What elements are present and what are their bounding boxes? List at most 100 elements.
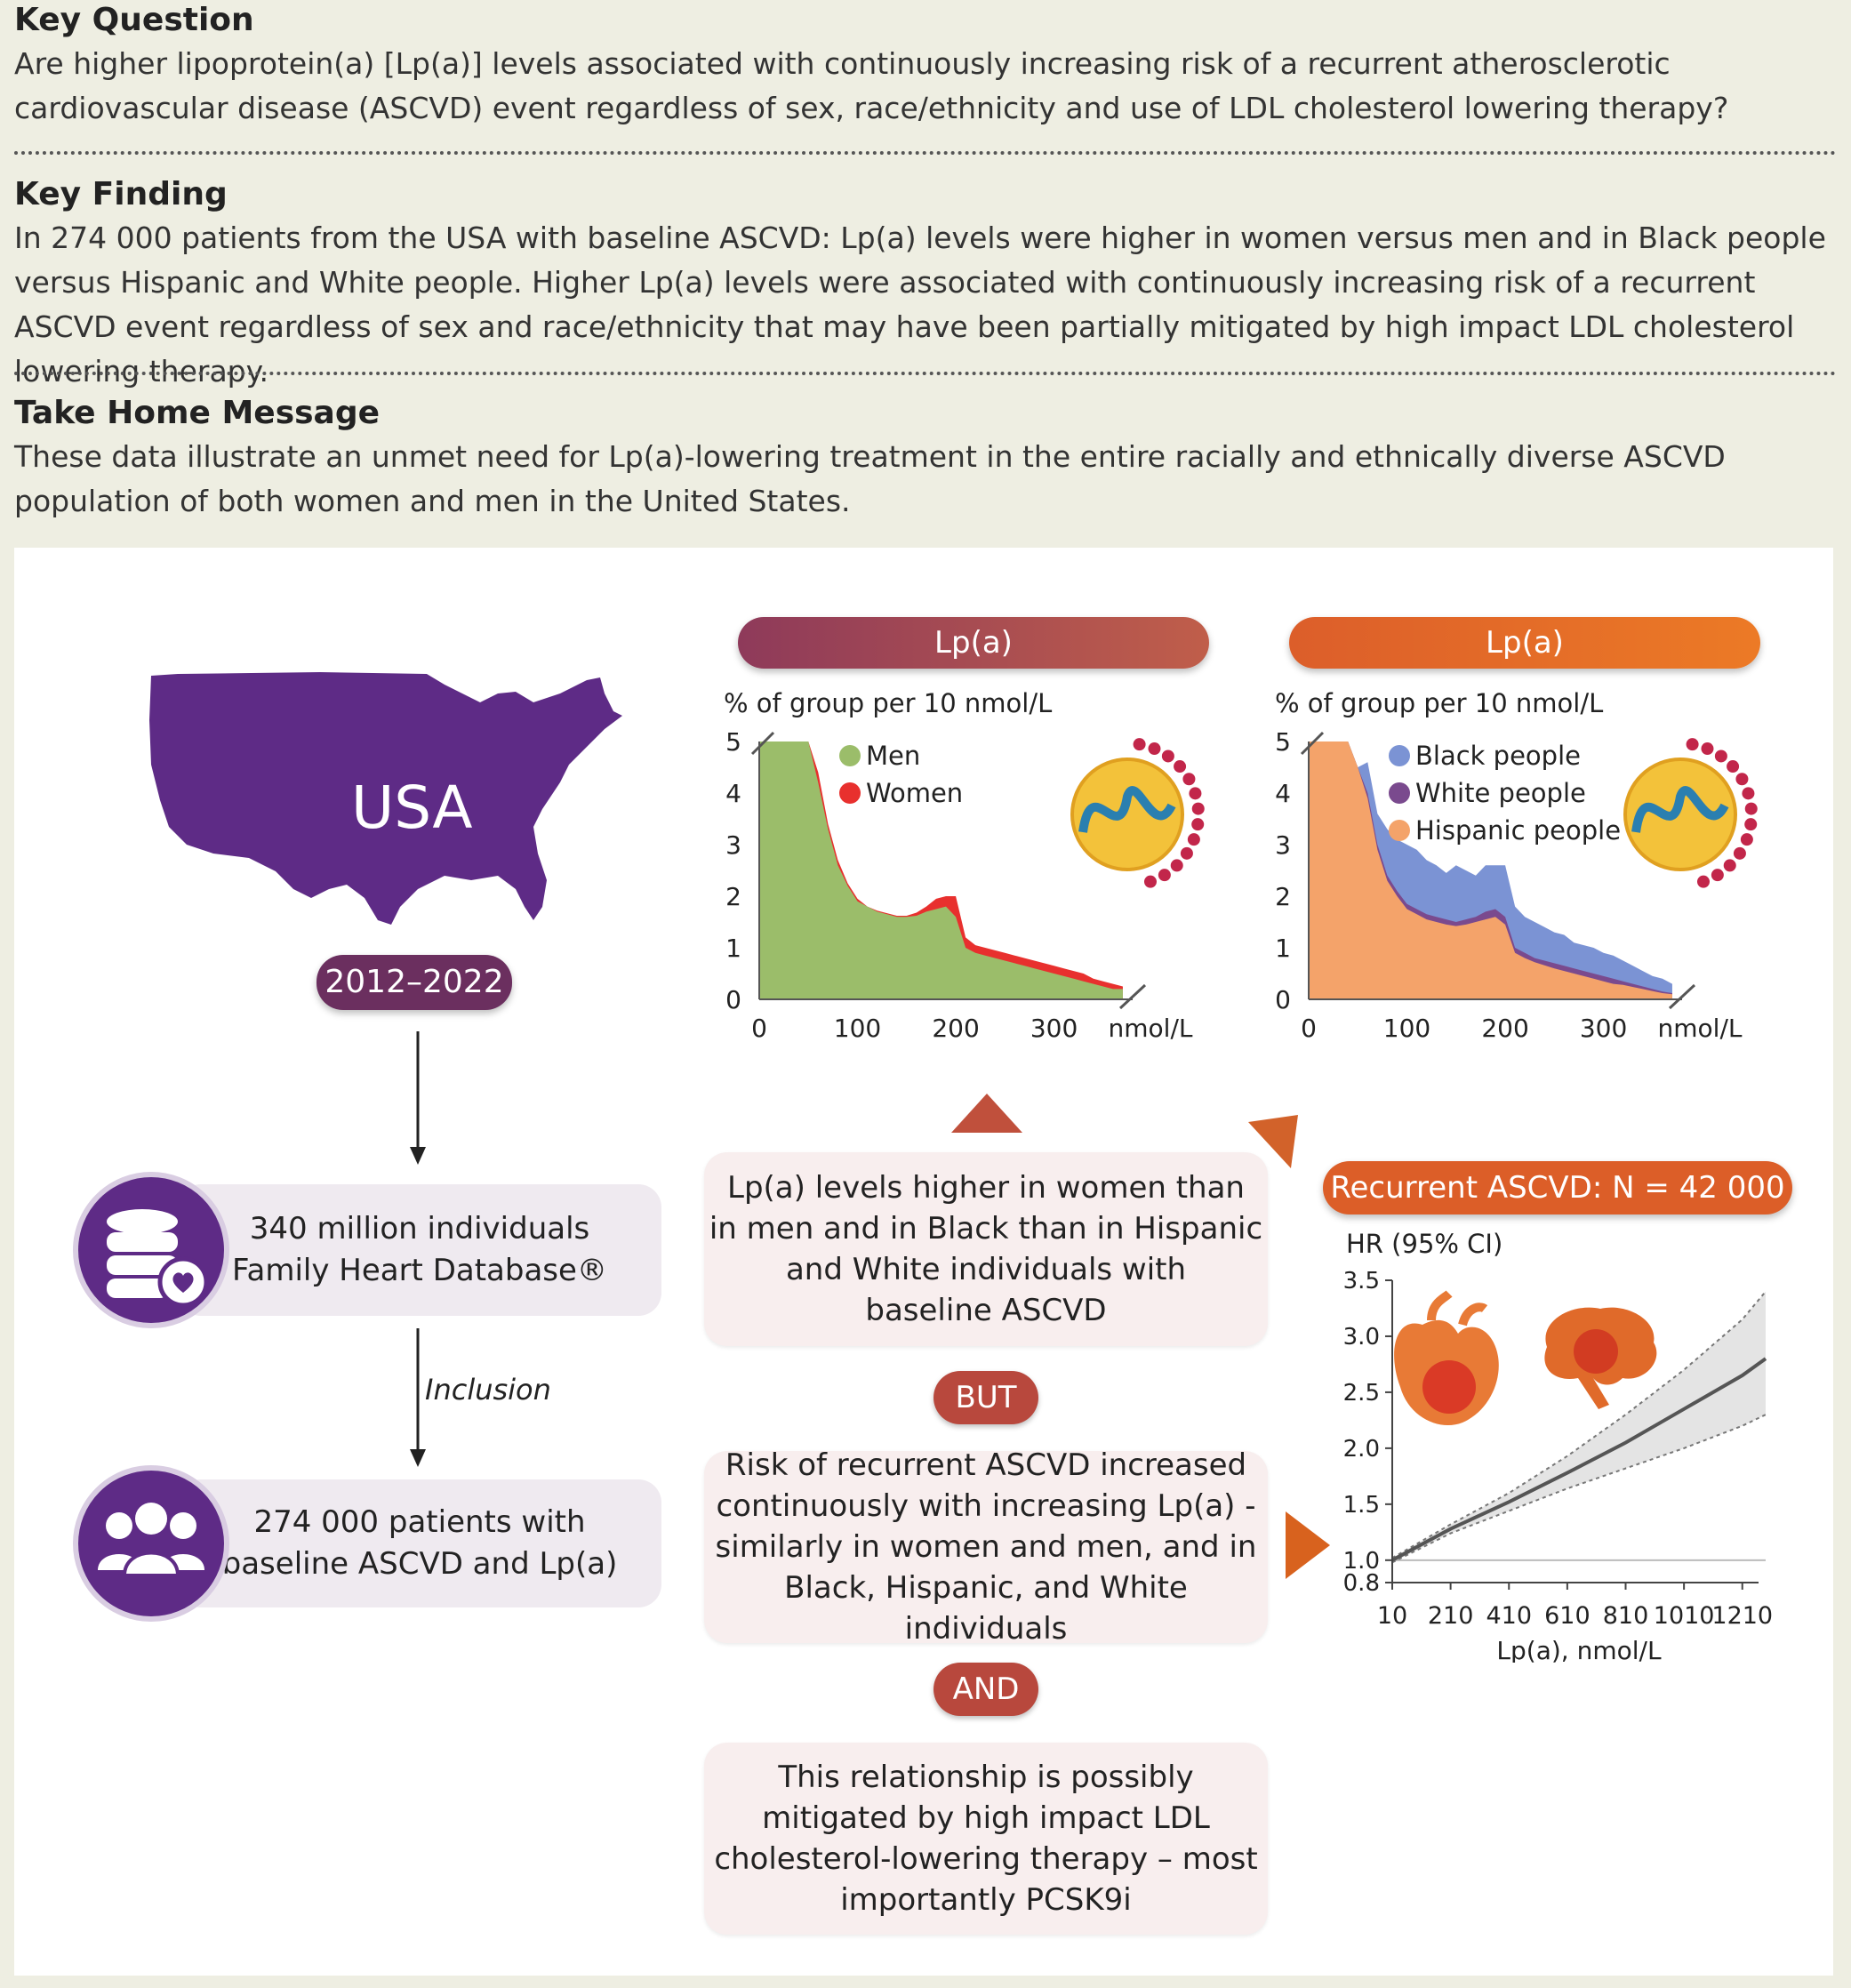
key-question-text: Are higher lipoprotein(a) [Lp(a)] levels… xyxy=(14,46,1729,125)
take-home-title: Take Home Message xyxy=(14,395,381,431)
legend-swatch xyxy=(839,745,861,766)
key-finding-section: Key Finding In 274 000 patients from the… xyxy=(14,176,1837,394)
y-tick-label: 1.5 xyxy=(1343,1492,1380,1519)
axis-break xyxy=(1300,731,1325,756)
y-tick-label: 4 xyxy=(725,779,741,808)
x-tick-label: 610 xyxy=(1544,1602,1591,1630)
finding-box-1: Lp(a) levels higher in women than in men… xyxy=(704,1152,1268,1346)
but-badge: BUT xyxy=(934,1371,1038,1424)
legend-label: Black people xyxy=(1415,741,1581,771)
chart1-ylabel: % of group per 10 nmol/L xyxy=(724,688,1053,718)
y-tick-label: 2.0 xyxy=(1343,1436,1380,1463)
legend-swatch xyxy=(1389,820,1410,841)
patients-text: baseline ASCVD and Lp(a) xyxy=(221,1546,618,1582)
inclusion-label: Inclusion xyxy=(425,1373,551,1407)
finding-line: mitigated by high impact LDL xyxy=(762,1800,1210,1836)
heart-icon xyxy=(1394,1290,1499,1426)
x-tick-label: 300 xyxy=(1580,1014,1627,1043)
chart1-header: Lp(a) xyxy=(738,617,1209,669)
finding-line: Risk of recurrent ASCVD increased xyxy=(725,1447,1247,1483)
x-unit-label: nmol/L xyxy=(1109,1014,1193,1043)
hr-line xyxy=(1391,1357,1767,1562)
pointer-triangle-icon xyxy=(1248,1115,1298,1168)
finding-line: and White individuals with xyxy=(785,1252,1187,1287)
x-tick-label: 100 xyxy=(834,1014,881,1043)
axis-break xyxy=(1668,983,1696,1010)
database-text: 340 million individuals xyxy=(249,1211,590,1247)
database-box: 340 million individuals Family Heart Data… xyxy=(178,1184,661,1316)
axis-break xyxy=(1118,983,1147,1010)
y-tick-label: 2 xyxy=(725,882,741,911)
x-tick-label: 200 xyxy=(932,1014,979,1043)
area-men xyxy=(759,741,1123,999)
y-tick-label: 3 xyxy=(725,830,741,860)
chart3-header: Recurrent ASCVD: N = 42 000 xyxy=(1323,1161,1792,1214)
x-tick-label: 0 xyxy=(1301,1014,1317,1043)
right-triangle-icon xyxy=(1286,1511,1330,1579)
y-tick-label: 5 xyxy=(1275,727,1291,757)
y-tick-label: 0 xyxy=(1275,985,1291,1014)
y-tick-label: 1.0 xyxy=(1343,1548,1380,1575)
x-axis-label: Lp(a), nmol/L xyxy=(1496,1636,1662,1663)
brain-icon xyxy=(1544,1307,1657,1409)
take-home-section: Take Home Message These data illustrate … xyxy=(14,395,1837,524)
finding-box-3: This relationship is possibly mitigated … xyxy=(704,1743,1268,1935)
y-tick-label: 2 xyxy=(1275,882,1291,911)
y-tick-label: 3.5 xyxy=(1343,1268,1380,1295)
lipoprotein-particle-icon xyxy=(1623,738,1758,888)
divider xyxy=(14,151,1837,155)
x-tick-label: 210 xyxy=(1428,1602,1474,1630)
area-hispanic-people xyxy=(1309,741,1672,999)
finding-line: baseline ASCVD xyxy=(865,1293,1107,1328)
y-tick-label: 0.8 xyxy=(1343,1570,1380,1597)
chart3-ylabel: HR (95% CI) xyxy=(1346,1229,1503,1259)
finding-line: Black, Hispanic, and White individuals xyxy=(784,1570,1188,1647)
legend-swatch xyxy=(1389,782,1410,804)
x-tick-label: 300 xyxy=(1030,1014,1078,1043)
database-text: Family Heart Database® xyxy=(232,1253,607,1288)
finding-box-2: Risk of recurrent ASCVD increased contin… xyxy=(704,1447,1268,1647)
legend-swatch xyxy=(839,782,861,804)
y-tick-label: 4 xyxy=(1275,779,1291,808)
finding-line: importantly PCSK9i xyxy=(840,1882,1132,1918)
axis-break xyxy=(750,731,775,756)
ci-upper-line xyxy=(1391,1290,1767,1559)
legend-label: Hispanic people xyxy=(1415,815,1621,846)
y-tick-label: 5 xyxy=(725,727,741,757)
down-arrow-icon xyxy=(410,1031,426,1165)
y-tick-label: 1 xyxy=(1275,934,1291,963)
key-finding-text: In 274 000 patients from the USA with ba… xyxy=(14,220,1826,389)
y-tick-label: 3.0 xyxy=(1343,1324,1380,1351)
finding-line: This relationship is possibly xyxy=(778,1760,1194,1795)
y-tick-label: 3 xyxy=(1275,830,1291,860)
x-tick-label: 1210 xyxy=(1711,1602,1773,1630)
key-question-title: Key Question xyxy=(14,2,254,38)
finding-line: continuously with increasing Lp(a) - xyxy=(716,1488,1256,1524)
y-tick-label: 0 xyxy=(725,985,741,1014)
x-unit-label: nmol/L xyxy=(1658,1014,1743,1043)
x-tick-label: 0 xyxy=(751,1014,767,1043)
key-finding-title: Key Finding xyxy=(14,176,228,212)
finding-line: Lp(a) levels higher in women than xyxy=(727,1170,1245,1206)
lipoprotein-particle-icon xyxy=(1070,738,1205,888)
legend-swatch xyxy=(1389,745,1410,766)
down-arrow-icon xyxy=(410,1328,426,1467)
x-tick-label: 10 xyxy=(1377,1602,1407,1630)
and-badge: AND xyxy=(934,1663,1038,1716)
legend-label: Women xyxy=(866,778,963,808)
ci-lower-line xyxy=(1391,1414,1767,1564)
map-label: USA xyxy=(351,774,473,842)
x-tick-label: 410 xyxy=(1486,1602,1532,1630)
lpa-race-distribution-chart: 0 1 2 3 4 5 0 100 200 300 nmol/L Black people White … xyxy=(1275,727,1758,1043)
patients-text: 274 000 patients with xyxy=(253,1504,586,1540)
chart2-header: Lp(a) xyxy=(1289,617,1760,669)
usa-map-icon xyxy=(149,672,622,925)
patients-box: 274 000 patients with baseline ASCVD and … xyxy=(178,1479,661,1607)
people-icon xyxy=(73,1465,229,1622)
y-tick-label: 2.5 xyxy=(1343,1380,1380,1407)
key-question-section: Key Question Are higher lipoprotein(a) [… xyxy=(14,2,1837,131)
up-triangle-icon xyxy=(951,1094,1022,1133)
x-tick-label: 1010 xyxy=(1654,1602,1715,1630)
legend-label: Men xyxy=(866,741,920,771)
